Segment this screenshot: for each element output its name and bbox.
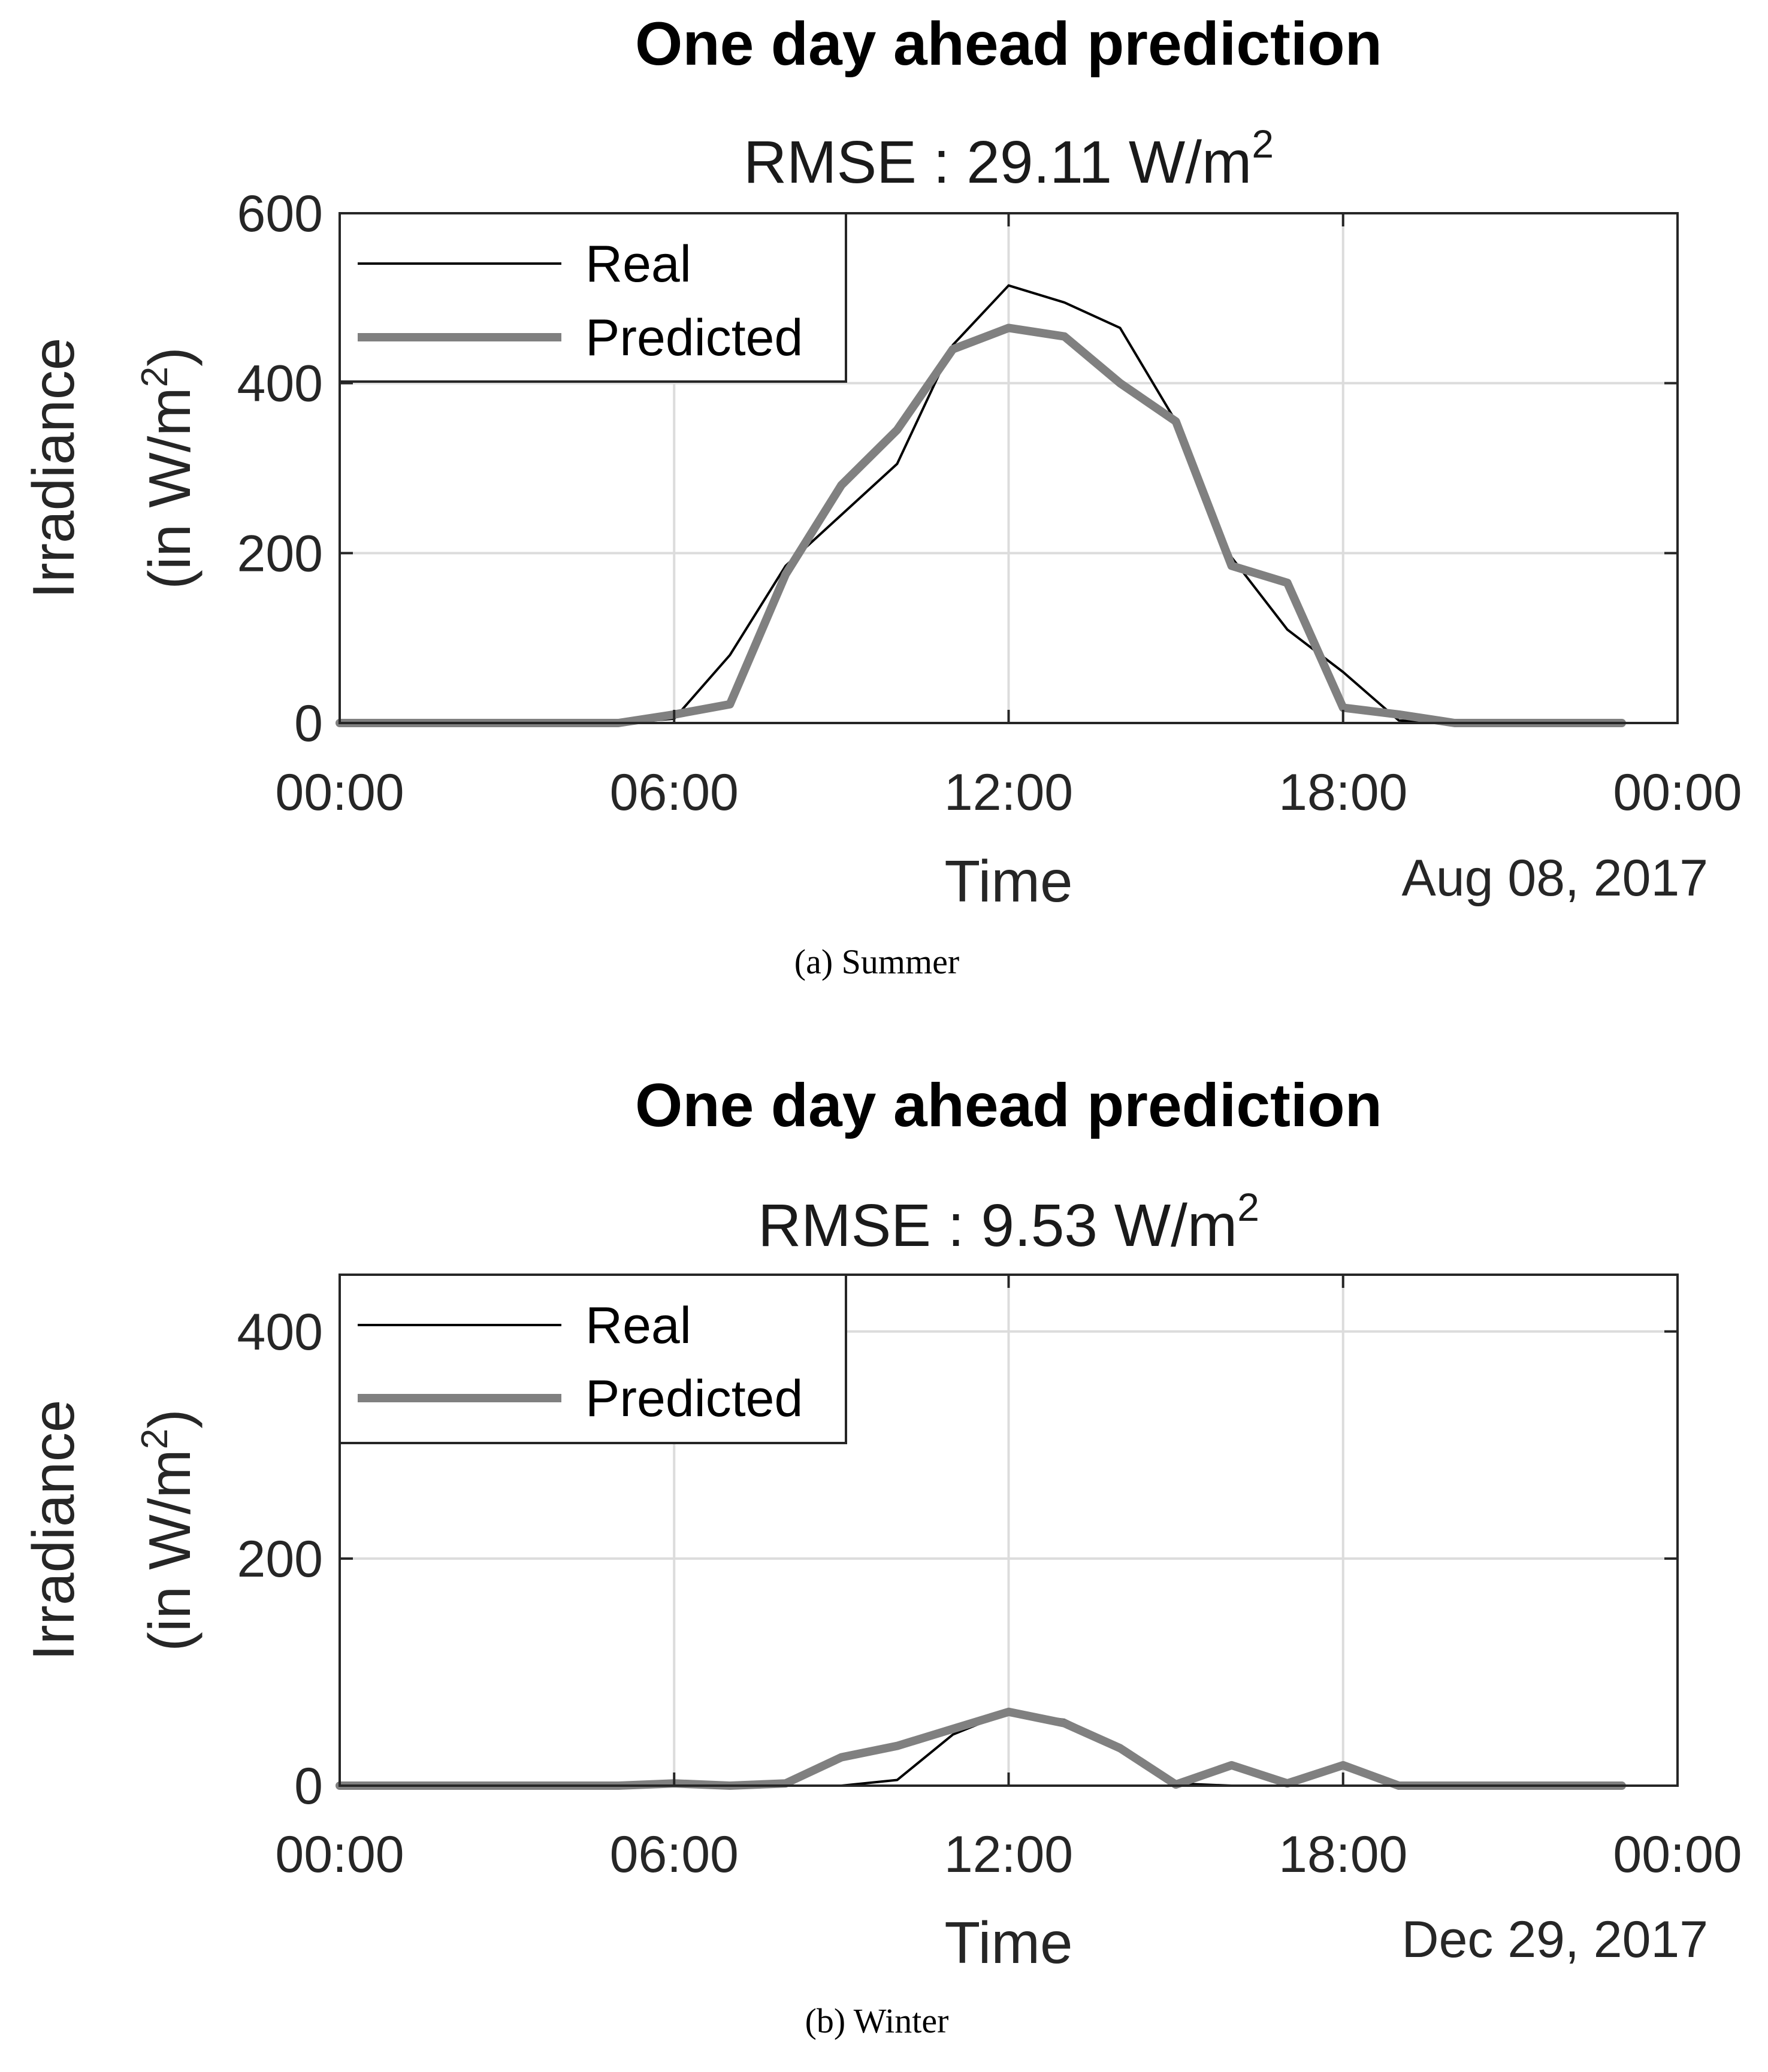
- legend-box: [339, 1274, 847, 1444]
- y-tick-label-1: 200: [237, 525, 324, 582]
- figure-caption: (b) Winter: [805, 2001, 949, 2040]
- legend-label-real: Real: [585, 1297, 691, 1354]
- x-tick-label-4: 00:00: [1613, 1826, 1742, 1883]
- y-tick-label-0: 0: [294, 1758, 323, 1815]
- y-axis-label-superscript: 2: [134, 1429, 176, 1449]
- x-tick-label-4: 00:00: [1613, 764, 1742, 821]
- y-tick-label-0: 0: [294, 695, 323, 752]
- chart-panel-0: One day ahead prediction RMSE : 29.11 W/m…: [20, 10, 1742, 981]
- y-tick-label-2: 400: [237, 1303, 324, 1361]
- y-axis-label-unit: (in W/m: [137, 1449, 203, 1651]
- y-tick-label-2: 400: [237, 355, 324, 413]
- legend-label-predicted: Predicted: [585, 309, 803, 367]
- x-date-label: Aug 08, 2017: [1401, 849, 1708, 907]
- legend-label-predicted: Predicted: [585, 1370, 803, 1427]
- y-tick-label-3: 600: [237, 185, 324, 243]
- subtitle-superscript: 2: [1252, 122, 1274, 166]
- x-tick-label-1: 06:00: [610, 764, 739, 821]
- y-axis-label-line1: Irradiance: [20, 1400, 86, 1661]
- x-tick-label-3: 18:00: [1279, 764, 1407, 821]
- x-tick-label-1: 06:00: [610, 1826, 739, 1883]
- chart-subtitle: RMSE : 29.11 W/m2: [744, 122, 1274, 196]
- y-axis-label-superscript: 2: [134, 367, 176, 387]
- legend: Real Predicted: [339, 1274, 847, 1444]
- legend-box: [339, 212, 847, 383]
- subtitle-text: RMSE : 9.53 W/m: [758, 1192, 1237, 1259]
- x-tick-label-3: 18:00: [1279, 1826, 1407, 1883]
- y-axis-label-line1: Irradiance: [20, 338, 86, 599]
- y-axis-label-paren: ): [137, 1409, 203, 1429]
- legend-label-real: Real: [585, 235, 691, 293]
- x-tick-label-2: 12:00: [944, 1826, 1073, 1883]
- y-axis-label-paren: ): [137, 347, 203, 367]
- y-axis-label-line2: (in W/m2): [134, 347, 203, 589]
- chart-title: One day ahead prediction: [635, 10, 1382, 78]
- subtitle-superscript: 2: [1237, 1185, 1259, 1229]
- x-tick-label-0: 00:00: [275, 1826, 404, 1883]
- y-axis-label-unit: (in W/m: [137, 387, 203, 589]
- y-axis-label-line2: (in W/m2): [134, 1409, 203, 1651]
- subtitle-text: RMSE : 29.11 W/m: [744, 129, 1252, 196]
- x-date-label: Dec 29, 2017: [1402, 1911, 1709, 1968]
- y-tick-label-1: 200: [237, 1530, 324, 1588]
- x-axis-label: Time: [944, 848, 1072, 914]
- x-tick-label-2: 12:00: [944, 764, 1073, 821]
- chart-subtitle: RMSE : 9.53 W/m2: [758, 1185, 1259, 1259]
- x-axis-label: Time: [944, 1910, 1072, 1976]
- chart-title: One day ahead prediction: [635, 1071, 1382, 1139]
- legend: Real Predicted: [339, 212, 847, 383]
- figure-caption: (a) Summer: [794, 942, 959, 981]
- x-tick-label-0: 00:00: [275, 764, 404, 821]
